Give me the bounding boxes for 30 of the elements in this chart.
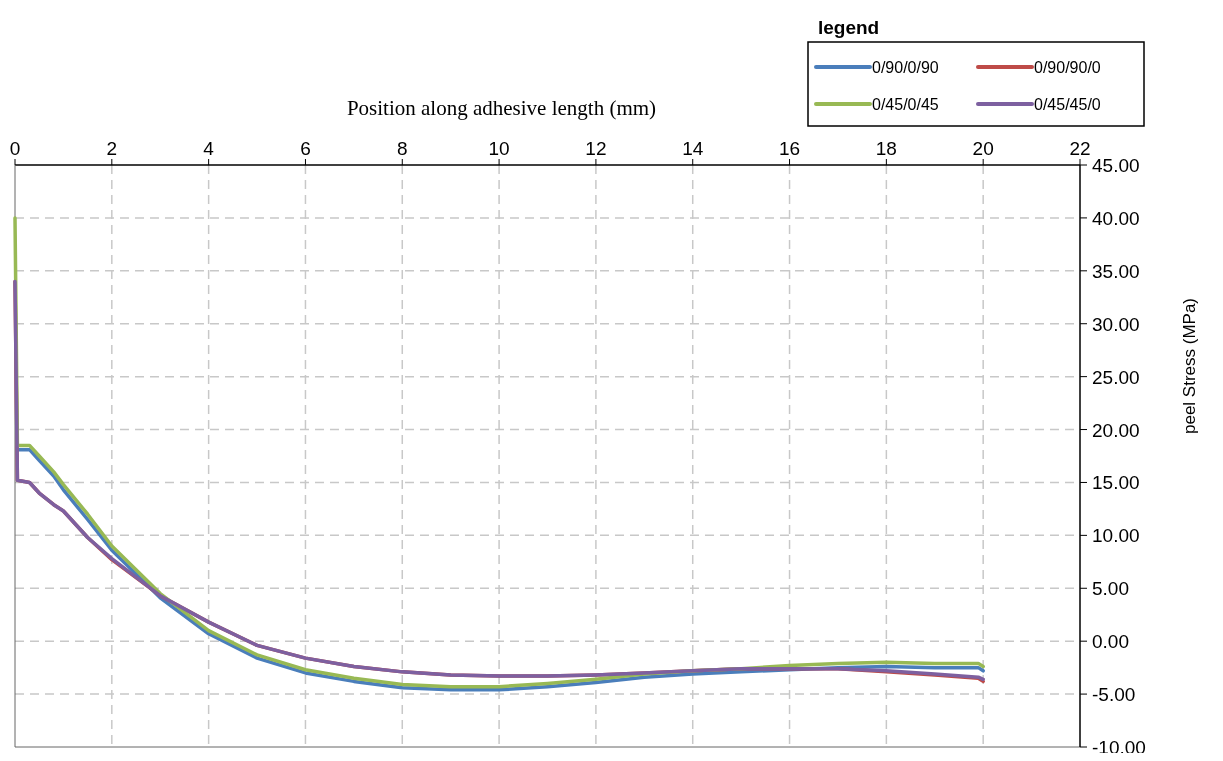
y-tick-label: 45.00 xyxy=(1092,155,1140,176)
y-tick-label: 30.00 xyxy=(1092,313,1140,335)
y-tick-label: 35.00 xyxy=(1092,260,1140,282)
x-tick-label: 14 xyxy=(682,138,704,159)
x-tick-label: 12 xyxy=(585,138,607,159)
y-tick-label: 15.00 xyxy=(1092,472,1140,494)
y-tick-label: 0.00 xyxy=(1092,631,1129,653)
x-tick-label: 20 xyxy=(972,138,994,159)
legend-label: 0/90/90/0 xyxy=(1034,59,1101,76)
x-tick-label: 0 xyxy=(9,138,21,159)
x-tick-label: 10 xyxy=(488,138,510,159)
x-tick-label: 18 xyxy=(875,138,897,159)
x-tick-label: 8 xyxy=(396,138,408,159)
x-tick-label: 6 xyxy=(300,138,311,159)
y-tick-label: 25.00 xyxy=(1092,366,1140,388)
y-tick-label: 10.00 xyxy=(1092,525,1140,547)
y-axis-title: peel Stress (MPa) xyxy=(1180,297,1199,435)
x-tick-label: 4 xyxy=(203,138,215,159)
x-tick-label: 16 xyxy=(778,138,801,159)
x-tick-label: 2 xyxy=(106,138,118,159)
y-tick-label: -5.00 xyxy=(1092,684,1136,706)
x-tick-label: 22 xyxy=(1069,138,1091,159)
legend-label: 0/45/45/0 xyxy=(1034,96,1101,113)
y-tick-label: 40.00 xyxy=(1092,207,1140,229)
legend-title: legend xyxy=(818,17,880,38)
x-axis-title: Position along adhesive length (mm) xyxy=(346,96,657,120)
y-tick-label: 20.00 xyxy=(1092,419,1140,441)
legend-label: 0/45/0/45 xyxy=(872,96,939,113)
y-tick-label: 5.00 xyxy=(1092,578,1129,600)
legend-label: 0/90/0/90 xyxy=(872,59,939,76)
